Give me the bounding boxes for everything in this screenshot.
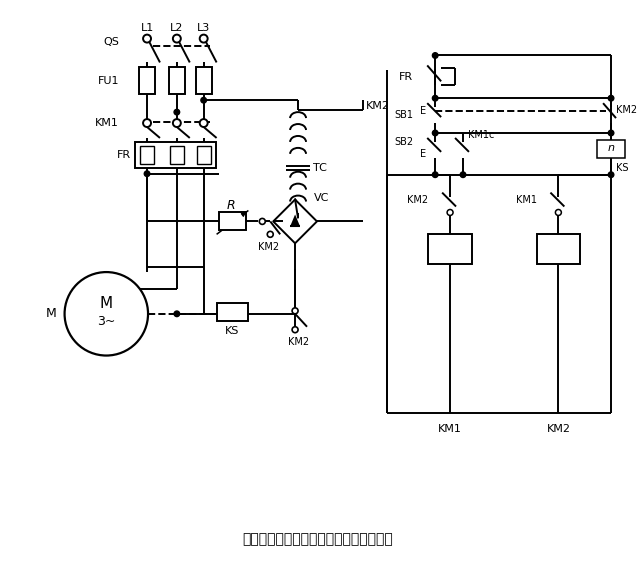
Bar xyxy=(139,67,155,94)
Circle shape xyxy=(433,96,438,101)
Circle shape xyxy=(268,232,273,237)
Text: KM1c: KM1c xyxy=(468,130,494,140)
Bar xyxy=(219,212,246,230)
Circle shape xyxy=(292,308,298,314)
Circle shape xyxy=(143,35,151,43)
Polygon shape xyxy=(290,215,300,226)
Text: FR: FR xyxy=(399,72,413,83)
Circle shape xyxy=(608,130,614,136)
Text: KM2: KM2 xyxy=(258,242,279,252)
Bar xyxy=(196,146,211,164)
Text: M: M xyxy=(100,296,113,311)
Circle shape xyxy=(608,172,614,178)
Circle shape xyxy=(174,109,180,115)
Text: M: M xyxy=(46,307,56,320)
Text: KM2: KM2 xyxy=(547,424,570,434)
Circle shape xyxy=(447,209,453,216)
Bar xyxy=(135,142,216,168)
Text: VC: VC xyxy=(314,192,330,203)
Text: 以速度原则控制的单向能耗制动控制线路: 以速度原则控制的单向能耗制动控制线路 xyxy=(243,533,394,546)
Text: FR: FR xyxy=(117,150,131,160)
Bar xyxy=(597,140,625,158)
Circle shape xyxy=(65,272,148,356)
Text: TC: TC xyxy=(313,163,327,173)
Circle shape xyxy=(460,172,466,178)
Text: KM1: KM1 xyxy=(438,424,462,434)
Text: L2: L2 xyxy=(170,23,184,32)
Circle shape xyxy=(174,311,180,316)
Circle shape xyxy=(144,171,150,176)
Text: KM2: KM2 xyxy=(616,105,637,115)
Circle shape xyxy=(433,172,438,178)
Circle shape xyxy=(433,53,438,58)
Circle shape xyxy=(173,119,181,127)
Circle shape xyxy=(556,209,561,216)
Text: KM2: KM2 xyxy=(407,195,428,204)
Text: 3~: 3~ xyxy=(97,315,115,328)
Text: FU1: FU1 xyxy=(98,76,119,86)
Text: QS: QS xyxy=(103,36,119,47)
Text: R: R xyxy=(226,199,235,212)
Circle shape xyxy=(259,218,265,224)
Text: KM2: KM2 xyxy=(287,337,308,347)
Text: E: E xyxy=(420,106,426,116)
Text: n: n xyxy=(607,143,614,153)
Text: KS: KS xyxy=(225,325,239,336)
Circle shape xyxy=(200,35,207,43)
Text: KM1: KM1 xyxy=(95,118,119,128)
Bar xyxy=(169,67,185,94)
Circle shape xyxy=(292,327,298,333)
Circle shape xyxy=(608,96,614,101)
Bar xyxy=(140,146,154,164)
Text: KS: KS xyxy=(616,163,628,173)
Bar xyxy=(170,146,184,164)
Circle shape xyxy=(173,35,181,43)
Bar xyxy=(196,67,212,94)
Circle shape xyxy=(433,130,438,136)
Bar xyxy=(216,303,248,321)
Circle shape xyxy=(201,97,207,103)
Text: SB1: SB1 xyxy=(394,110,413,120)
Bar xyxy=(428,234,472,264)
Text: SB2: SB2 xyxy=(394,137,413,147)
Circle shape xyxy=(200,119,207,127)
Text: KM1: KM1 xyxy=(515,195,536,204)
Text: KM2: KM2 xyxy=(365,101,390,111)
Circle shape xyxy=(143,119,151,127)
Bar xyxy=(536,234,580,264)
Text: L3: L3 xyxy=(197,23,211,32)
Text: E: E xyxy=(420,149,426,159)
Text: L1: L1 xyxy=(140,23,154,32)
